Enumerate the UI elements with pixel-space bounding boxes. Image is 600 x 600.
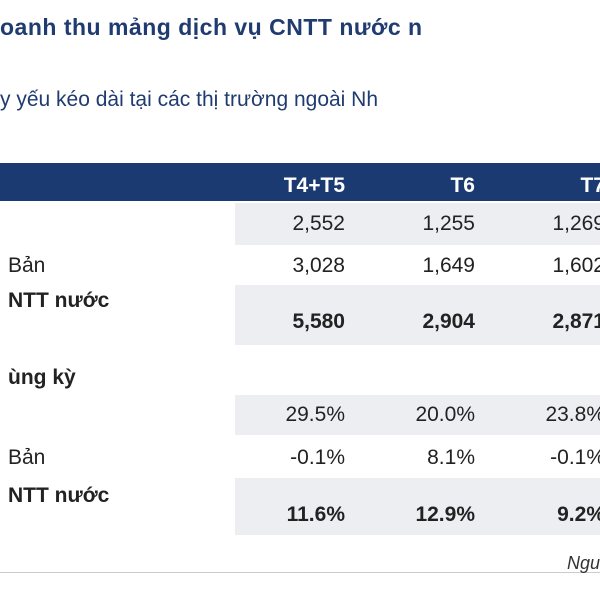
row-label: Bản: [8, 446, 46, 469]
header-bar: [0, 163, 600, 201]
row-band: [235, 285, 600, 345]
cell-value: 1,269: [552, 212, 600, 235]
title: oanh thu mảng dịch vụ CNTT nước n: [0, 14, 423, 40]
row-label: NTT nước: [8, 289, 110, 312]
cell-value: 23.8%: [545, 403, 600, 426]
row-label: Bản: [8, 254, 46, 277]
source: Ngu: [566, 553, 600, 573]
cell-value: 2,552: [292, 212, 345, 235]
cell-value: 2,871: [552, 310, 600, 333]
cell-value: 1,649: [422, 254, 475, 277]
cell-value: 29.5%: [285, 403, 345, 426]
row-band: [235, 478, 600, 535]
subtitle: y yếu kéo dài tại các thị trường ngoài N…: [0, 88, 379, 111]
cell-value: 12.9%: [415, 503, 475, 526]
cell-value: 5,580: [292, 310, 345, 333]
row-band: [235, 203, 600, 245]
row-label: NTT nước: [8, 484, 110, 507]
cell-value: 11.6%: [286, 503, 345, 526]
cell-value: -0.1%: [290, 446, 345, 469]
cell-value: -0.1%: [550, 446, 600, 469]
cell-value: 1,602: [552, 254, 600, 277]
cell-value: 2,904: [422, 310, 475, 333]
row-band: [235, 395, 600, 435]
rule: [0, 572, 600, 573]
cell-value: 20.0%: [415, 403, 475, 426]
column-header: T7: [580, 174, 600, 197]
cell-value: 3,028: [292, 254, 345, 277]
column-header: T4+T5: [283, 174, 345, 197]
cell-value: 1,255: [422, 212, 475, 235]
row-label: ùng kỳ: [8, 366, 76, 389]
cell-value: 8.1%: [427, 446, 475, 469]
column-header: T6: [450, 174, 475, 197]
cell-value: 9.2%: [557, 503, 600, 526]
